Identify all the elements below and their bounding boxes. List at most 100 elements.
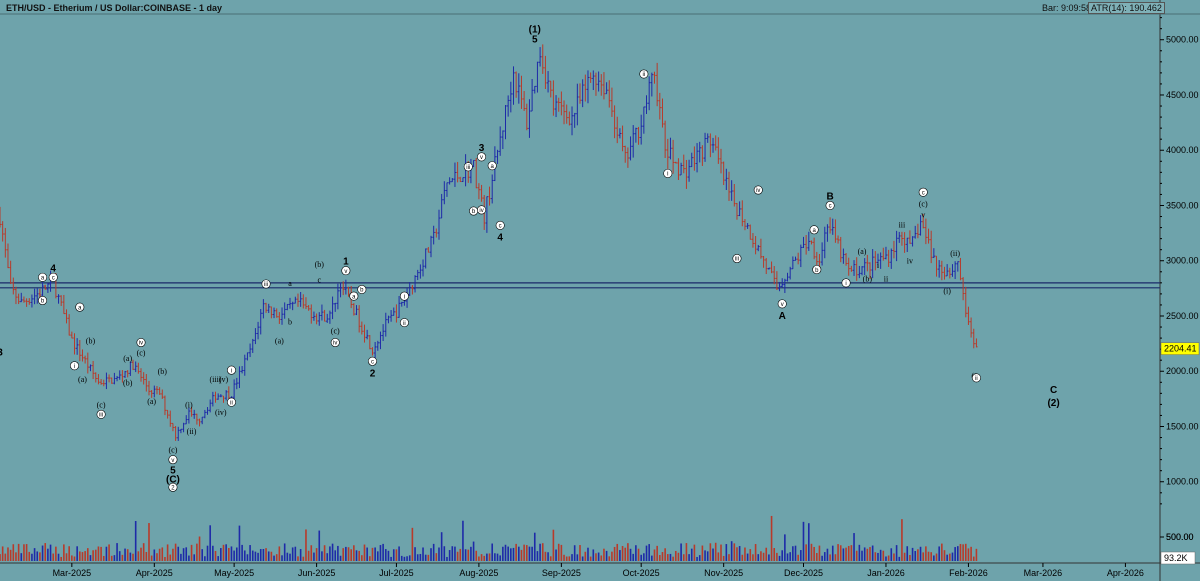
volume-bar [358,550,360,561]
volume-bar [118,551,121,561]
x-tick-label: Jul-2025 [379,568,414,578]
volume-bar [666,554,669,561]
wave-marker-circle [399,291,409,301]
volume-bar [438,547,440,561]
volume-bar [212,545,214,561]
volume-bar [693,544,696,561]
wave-label: iv [333,341,337,347]
volume-bar [201,549,204,561]
volume-bar [901,519,903,561]
volume-bar [400,555,403,561]
wave-label: iii [264,282,268,288]
volume-bar [355,550,358,561]
volume-bar [815,552,818,561]
wave-label: b [360,288,364,294]
wave-label: v [921,210,925,219]
volume-bar [499,555,501,561]
x-tick-label: Feb-2026 [949,568,988,578]
volume-bar [698,555,701,561]
volume-bar [7,547,9,561]
volume-bar [975,548,978,561]
volume-bar [645,545,648,561]
volume-bar [746,553,749,561]
wave-label: ii [230,400,233,406]
volume-bar [885,556,887,561]
y-tick-label: 4500.00 [1166,90,1199,100]
volume-bar [464,549,467,561]
volume-bar [283,543,286,561]
wave-label: c [371,359,374,365]
volume-bar [196,543,198,561]
volume-bar [906,546,909,561]
wave-label: v [781,302,784,308]
volume-bar [951,552,954,561]
volume-bar [949,553,951,561]
wave-marker-circle [469,206,479,216]
volume-bar [100,546,102,561]
volume-bar [627,543,629,561]
volume-bar [861,550,863,561]
volume-bar [605,550,608,561]
volume-bar [616,543,619,561]
volume-bar [451,546,454,561]
volume-bar [810,543,813,561]
volume-bar [491,543,494,561]
volume-bar [754,544,757,561]
wave-marker-circle [753,185,763,195]
volume-bar [273,555,275,561]
volume-bar [792,546,794,561]
volume-bar [853,533,855,561]
volume-bar [12,544,15,561]
volume-bar [249,545,251,561]
volume-bar [682,554,685,561]
volume-bar [134,521,137,561]
volume-bar [528,546,531,561]
volume-bar [108,544,110,561]
volume-bar [94,549,97,561]
volume-bar [110,555,113,561]
volume-bar [446,556,448,561]
volume-bar [97,546,100,561]
atr-indicator[interactable]: ATR(14): 190.462 [1088,2,1165,14]
volume-bar [443,546,446,561]
volume-bar [233,550,235,561]
volume-bar [938,546,940,561]
volume-bar [539,543,541,561]
wave-marker-circle [48,272,58,282]
wave-label: (v) [219,375,229,384]
volume-bar [619,550,621,561]
y-tick-label: 2500.00 [1166,311,1199,321]
last-price-label: 2204.41 [1164,344,1197,354]
volume-bar [685,543,688,561]
wave-marker-circle [971,373,981,383]
volume-bar [185,547,188,561]
volume-bar [837,544,839,561]
volume-bar [137,551,140,561]
wave-label: v [171,458,174,464]
wave-label: b [288,318,292,327]
volume-bar [680,543,682,561]
volume-bar [57,553,60,561]
volume-bar [786,553,789,561]
volume-bar [954,547,956,561]
volume-bar [778,555,781,561]
x-tick-label: Apr-2026 [1107,568,1144,578]
volume-bar [339,555,342,561]
volume-bar [347,547,350,561]
wave-label: (1) [529,25,541,36]
volume-bar [89,555,92,561]
volume-bar [254,551,257,561]
wave-label: (c) [168,446,177,455]
wave-label: (i) [185,400,193,409]
volume-bar [406,556,408,561]
wave-label: (c) [919,199,928,208]
volume-bar [706,551,709,561]
volume-bar [632,553,635,561]
volume-bar [286,552,289,561]
wave-label: a [78,305,82,311]
volume-bar [483,555,486,561]
wave-label: c [829,204,832,210]
volume-bar [20,553,23,561]
